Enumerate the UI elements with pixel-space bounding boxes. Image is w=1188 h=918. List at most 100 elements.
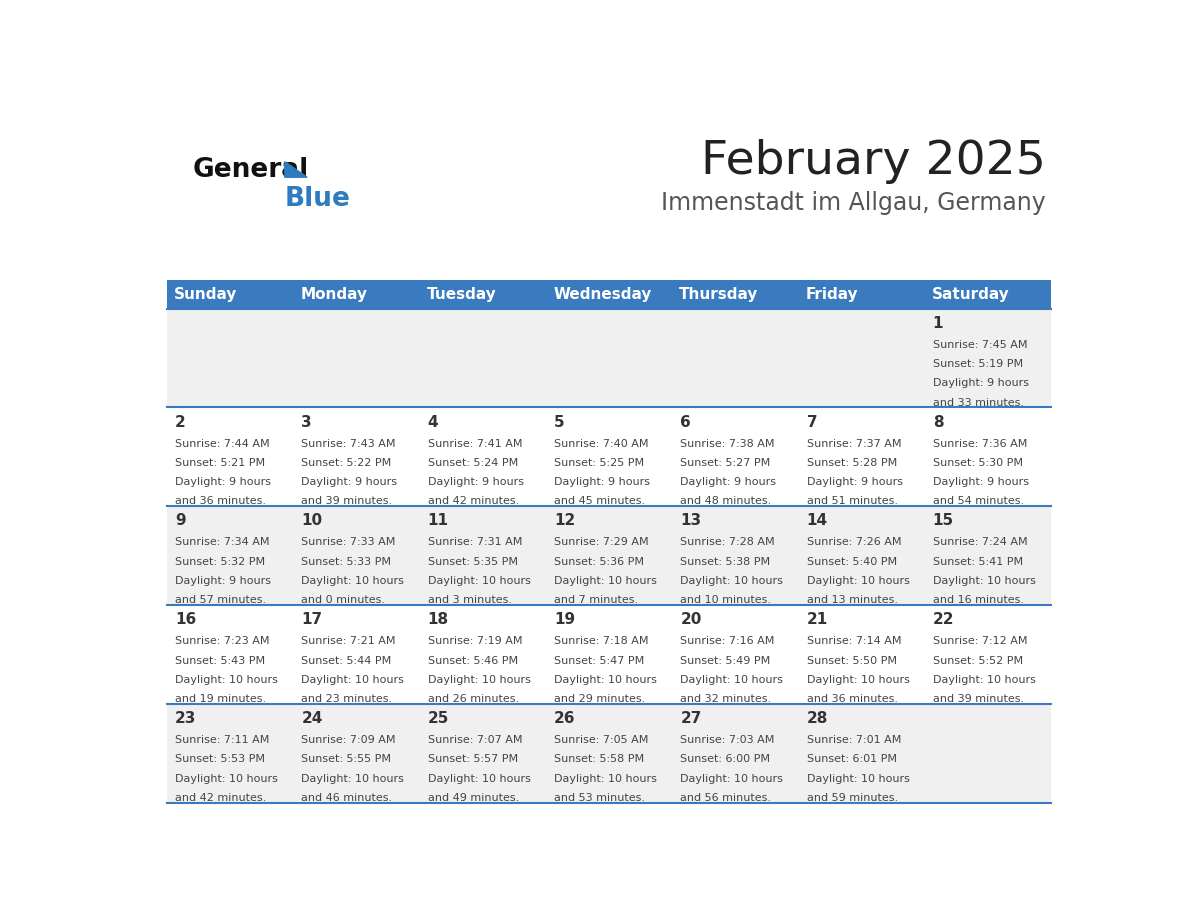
Text: and 45 minutes.: and 45 minutes. (554, 497, 645, 507)
Text: and 48 minutes.: and 48 minutes. (681, 497, 771, 507)
Text: 4: 4 (428, 415, 438, 430)
Text: February 2025: February 2025 (701, 139, 1047, 184)
Bar (545, 507, 672, 605)
Text: and 23 minutes.: and 23 minutes. (302, 694, 392, 704)
Bar (798, 308, 924, 408)
Text: Sunrise: 7:09 AM: Sunrise: 7:09 AM (302, 735, 396, 745)
Text: Daylight: 9 hours: Daylight: 9 hours (933, 477, 1029, 487)
Text: Sunset: 6:00 PM: Sunset: 6:00 PM (681, 755, 770, 765)
Bar (166, 408, 293, 507)
Text: and 7 minutes.: and 7 minutes. (554, 595, 638, 605)
Bar (672, 408, 798, 507)
Text: Sunrise: 7:26 AM: Sunrise: 7:26 AM (807, 537, 901, 547)
Text: Daylight: 9 hours: Daylight: 9 hours (807, 477, 903, 487)
Text: Daylight: 9 hours: Daylight: 9 hours (681, 477, 776, 487)
Text: Sunset: 5:44 PM: Sunset: 5:44 PM (302, 655, 392, 666)
Bar (798, 408, 924, 507)
Text: Daylight: 10 hours: Daylight: 10 hours (933, 675, 1036, 685)
Text: 9: 9 (175, 513, 185, 529)
Bar (545, 308, 672, 408)
Text: Sunset: 5:27 PM: Sunset: 5:27 PM (681, 458, 771, 468)
Text: and 53 minutes.: and 53 minutes. (554, 793, 645, 803)
Text: and 59 minutes.: and 59 minutes. (807, 793, 898, 803)
Text: Sunrise: 7:45 AM: Sunrise: 7:45 AM (933, 340, 1028, 350)
Bar (672, 308, 798, 408)
Text: Sunrise: 7:44 AM: Sunrise: 7:44 AM (175, 439, 270, 449)
Text: Sunset: 5:46 PM: Sunset: 5:46 PM (428, 655, 518, 666)
Text: Sunrise: 7:14 AM: Sunrise: 7:14 AM (807, 636, 901, 646)
Text: Daylight: 10 hours: Daylight: 10 hours (681, 576, 783, 586)
Bar (166, 507, 293, 605)
Text: 20: 20 (681, 612, 702, 627)
Text: 5: 5 (554, 415, 564, 430)
Text: and 49 minutes.: and 49 minutes. (428, 793, 519, 803)
Bar (924, 605, 1051, 704)
Text: Sunrise: 7:24 AM: Sunrise: 7:24 AM (933, 537, 1028, 547)
Text: Sunrise: 7:28 AM: Sunrise: 7:28 AM (681, 537, 775, 547)
Text: and 36 minutes.: and 36 minutes. (807, 694, 898, 704)
Text: 8: 8 (933, 415, 943, 430)
Text: Sunset: 5:33 PM: Sunset: 5:33 PM (302, 556, 392, 566)
Text: Daylight: 10 hours: Daylight: 10 hours (554, 774, 657, 784)
Text: Sunrise: 7:12 AM: Sunrise: 7:12 AM (933, 636, 1028, 646)
Text: Sunset: 5:47 PM: Sunset: 5:47 PM (554, 655, 644, 666)
Bar (293, 308, 419, 408)
Text: 23: 23 (175, 711, 196, 726)
Text: Sunrise: 7:07 AM: Sunrise: 7:07 AM (428, 735, 523, 745)
Text: Sunset: 5:58 PM: Sunset: 5:58 PM (554, 755, 644, 765)
Text: and 13 minutes.: and 13 minutes. (807, 595, 898, 605)
Text: Sunset: 5:28 PM: Sunset: 5:28 PM (807, 458, 897, 468)
Text: Sunrise: 7:40 AM: Sunrise: 7:40 AM (554, 439, 649, 449)
Text: 3: 3 (302, 415, 312, 430)
Text: Sunrise: 7:11 AM: Sunrise: 7:11 AM (175, 735, 270, 745)
Text: Thursday: Thursday (680, 286, 759, 302)
Text: and 36 minutes.: and 36 minutes. (175, 497, 266, 507)
Bar (924, 507, 1051, 605)
Bar (798, 507, 924, 605)
Text: Daylight: 10 hours: Daylight: 10 hours (807, 576, 909, 586)
Text: 25: 25 (428, 711, 449, 726)
Text: Sunrise: 7:41 AM: Sunrise: 7:41 AM (428, 439, 523, 449)
Text: Daylight: 10 hours: Daylight: 10 hours (302, 576, 404, 586)
Bar (166, 704, 293, 803)
Text: Daylight: 10 hours: Daylight: 10 hours (302, 675, 404, 685)
Text: 2: 2 (175, 415, 187, 430)
Text: Sunset: 5:55 PM: Sunset: 5:55 PM (302, 755, 392, 765)
Text: Sunset: 5:32 PM: Sunset: 5:32 PM (175, 556, 265, 566)
Text: Sunset: 5:50 PM: Sunset: 5:50 PM (807, 655, 897, 666)
Bar (924, 704, 1051, 803)
Text: Sunrise: 7:34 AM: Sunrise: 7:34 AM (175, 537, 270, 547)
Text: 18: 18 (428, 612, 449, 627)
Text: and 42 minutes.: and 42 minutes. (428, 497, 519, 507)
Text: and 57 minutes.: and 57 minutes. (175, 595, 266, 605)
Text: Sunrise: 7:05 AM: Sunrise: 7:05 AM (554, 735, 649, 745)
Text: Sunset: 6:01 PM: Sunset: 6:01 PM (807, 755, 897, 765)
Text: Sunset: 5:30 PM: Sunset: 5:30 PM (933, 458, 1023, 468)
Text: Sunrise: 7:21 AM: Sunrise: 7:21 AM (302, 636, 396, 646)
Text: Daylight: 10 hours: Daylight: 10 hours (428, 576, 531, 586)
Text: and 26 minutes.: and 26 minutes. (428, 694, 519, 704)
Bar (293, 605, 419, 704)
Text: Sunrise: 7:31 AM: Sunrise: 7:31 AM (428, 537, 522, 547)
Text: Sunset: 5:41 PM: Sunset: 5:41 PM (933, 556, 1023, 566)
Text: and 56 minutes.: and 56 minutes. (681, 793, 771, 803)
Text: Daylight: 9 hours: Daylight: 9 hours (302, 477, 398, 487)
Text: Sunset: 5:53 PM: Sunset: 5:53 PM (175, 755, 265, 765)
Text: and 42 minutes.: and 42 minutes. (175, 793, 266, 803)
Text: Sunrise: 7:43 AM: Sunrise: 7:43 AM (302, 439, 396, 449)
Text: Daylight: 9 hours: Daylight: 9 hours (428, 477, 524, 487)
Text: and 51 minutes.: and 51 minutes. (807, 497, 898, 507)
Text: 11: 11 (428, 513, 449, 529)
Text: and 19 minutes.: and 19 minutes. (175, 694, 266, 704)
Text: 26: 26 (554, 711, 575, 726)
Text: Daylight: 10 hours: Daylight: 10 hours (807, 774, 909, 784)
Bar (419, 280, 545, 308)
Text: Sunset: 5:52 PM: Sunset: 5:52 PM (933, 655, 1023, 666)
Bar (293, 280, 419, 308)
Text: Sunrise: 7:16 AM: Sunrise: 7:16 AM (681, 636, 775, 646)
Text: and 33 minutes.: and 33 minutes. (933, 397, 1024, 408)
Text: and 39 minutes.: and 39 minutes. (302, 497, 392, 507)
Bar (166, 280, 293, 308)
Bar (545, 408, 672, 507)
Bar (293, 507, 419, 605)
